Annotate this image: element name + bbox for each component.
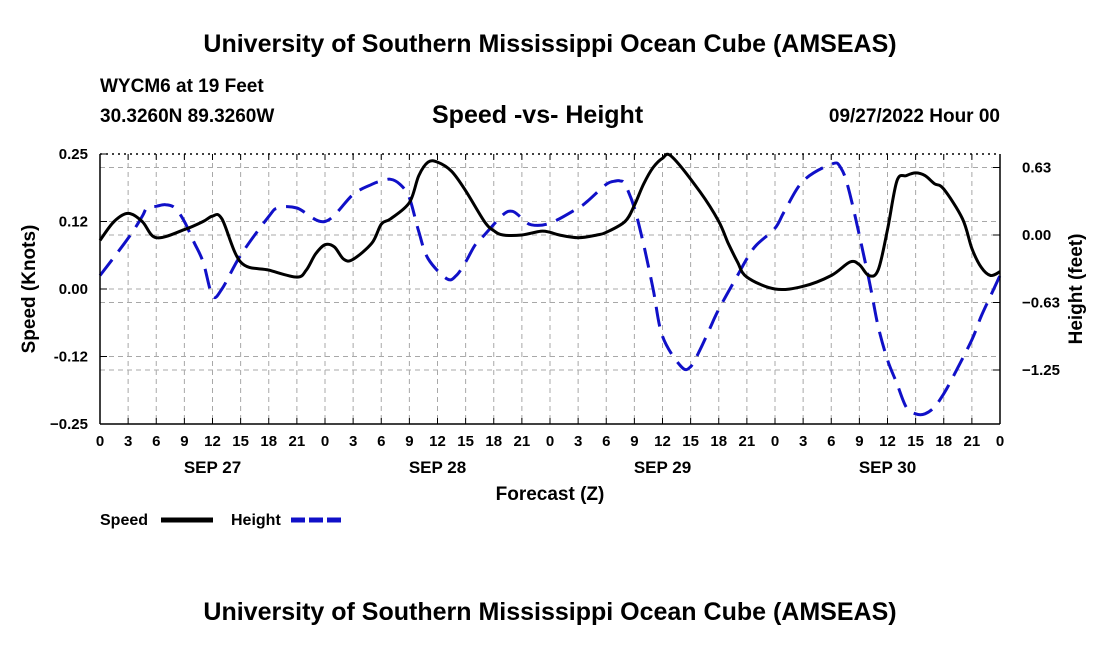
x-tick-label: 6 <box>377 433 385 450</box>
footer-title: University of Southern Mississippi Ocean… <box>203 598 897 626</box>
x-tick-label: 3 <box>799 433 807 450</box>
y2-tick-label: 0.63 <box>1022 160 1051 177</box>
axes <box>99 153 1001 425</box>
x-tick-label: 0 <box>996 433 1004 450</box>
x-tick-label: 15 <box>232 433 249 450</box>
x-tick-label: 0 <box>546 433 554 450</box>
legend-speed-label: Speed <box>100 512 148 529</box>
x-tick-label: 18 <box>260 433 277 450</box>
date-label: SEP 27 <box>184 458 241 477</box>
x-tick-label: 3 <box>349 433 357 450</box>
x-tick-label: 9 <box>405 433 413 450</box>
x-tick-label: 18 <box>935 433 952 450</box>
x-tick-label: 12 <box>879 433 896 450</box>
y2-tick-label: −0.63 <box>1022 295 1060 312</box>
axis-labels: 0 3 6 9 12 15 18 21 0 3 6 9 12 15 18 21 0 3 6 9 12 15 18 21 0 3 6 9… <box>19 146 1087 505</box>
y-tick-label: -0.12 <box>54 349 88 366</box>
x-tick-label: 6 <box>152 433 160 450</box>
y2-tick-label: 0.00 <box>1022 227 1051 244</box>
x-tick-label: 18 <box>710 433 727 450</box>
y2-axis-title: Height (feet) <box>1066 234 1087 345</box>
x-tick-label: 9 <box>855 433 863 450</box>
x-tick-label: 21 <box>289 433 306 450</box>
x-tick-label: 0 <box>321 433 329 450</box>
x-tick-label: 18 <box>485 433 502 450</box>
y-tick-label: −0.25 <box>50 416 88 433</box>
coordinates-label: 30.3260N 89.3260W <box>100 106 275 127</box>
x-tick-label: 6 <box>827 433 835 450</box>
forecast-datetime: 09/27/2022 Hour 00 <box>828 106 1000 127</box>
date-label: SEP 28 <box>409 458 466 477</box>
height-series-line <box>98 161 1002 417</box>
station-label: WYCM6 at 19 Feet <box>100 76 264 97</box>
x-axis-title: Forecast (Z) <box>496 484 605 505</box>
date-label: SEP 29 <box>634 458 691 477</box>
series-layer <box>98 152 1002 417</box>
chart-title: University of Southern Mississippi Ocean… <box>203 30 897 58</box>
x-tick-label: 3 <box>124 433 132 450</box>
y-tick-label: 0.00 <box>59 281 88 298</box>
speed-series-line <box>98 152 1001 292</box>
x-tick-label: 15 <box>457 433 474 450</box>
x-tick-label: 6 <box>602 433 610 450</box>
legend: Speed Height <box>100 512 343 529</box>
chart-subtitle: Speed -vs- Height <box>432 101 644 129</box>
legend-height-label: Height <box>231 512 281 529</box>
x-tick-label: 15 <box>907 433 924 450</box>
x-tick-label: 9 <box>180 433 188 450</box>
x-tick-label: 12 <box>204 433 221 450</box>
date-label: SEP 30 <box>859 458 916 477</box>
x-tick-label: 21 <box>964 433 981 450</box>
y2-tick-label: −1.25 <box>1022 362 1060 379</box>
x-tick-label: 12 <box>654 433 671 450</box>
grid <box>100 154 1000 424</box>
x-tick-label: 9 <box>630 433 638 450</box>
x-tick-label: 0 <box>96 433 104 450</box>
x-tick-label: 12 <box>429 433 446 450</box>
y-axis-title: Speed (Knots) <box>19 225 40 354</box>
x-tick-label: 15 <box>682 433 699 450</box>
x-tick-label: 0 <box>771 433 779 450</box>
x-tick-label: 21 <box>514 433 531 450</box>
y-tick-label: 0.12 <box>59 214 88 231</box>
x-tick-label: 3 <box>574 433 582 450</box>
y-tick-label: 0.25 <box>59 146 88 163</box>
x-tick-label: 21 <box>739 433 756 450</box>
speed-height-chart: 0 3 6 9 12 15 18 21 0 3 6 9 12 15 18 21 0 3 6 9 12 15 18 21 0 3 6 9… <box>19 146 1087 529</box>
